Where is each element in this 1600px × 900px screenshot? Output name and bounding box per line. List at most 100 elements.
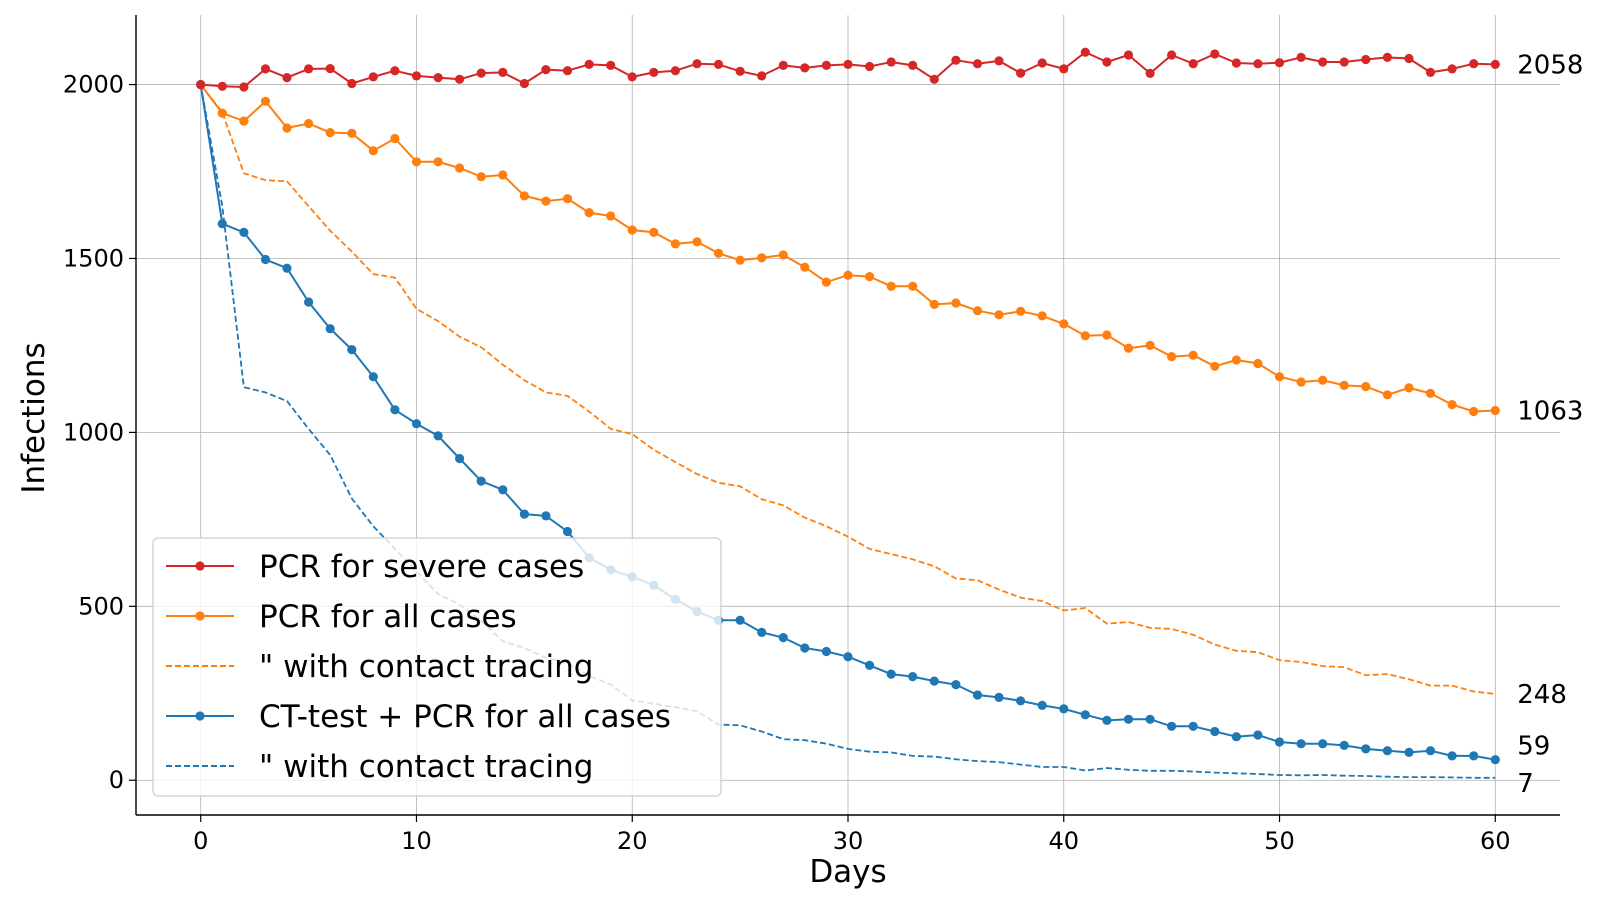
data-point: [670, 66, 681, 76]
data-point: [325, 128, 335, 138]
data-point: [217, 219, 227, 229]
data-point: [778, 250, 788, 260]
legend-item: PCR for severe cases: [166, 549, 584, 585]
data-point: [1382, 390, 1392, 400]
data-point: [1059, 319, 1069, 329]
data-point: [584, 59, 594, 69]
data-point: [886, 669, 896, 679]
data-point: [390, 133, 400, 144]
data-point: [1188, 350, 1198, 360]
data-point: [972, 690, 983, 700]
data-point: [1037, 58, 1047, 68]
data-point: [929, 676, 939, 686]
data-point: [455, 163, 465, 173]
data-point: [411, 157, 422, 167]
data-point: [498, 170, 508, 180]
data-point: [411, 71, 422, 81]
data-point: [347, 345, 357, 355]
data-point: [800, 63, 810, 73]
x-tick-label: 10: [401, 827, 432, 855]
data-point: [994, 310, 1004, 320]
data-point: [519, 509, 530, 519]
data-point: [1382, 746, 1392, 756]
data-point: [713, 59, 724, 69]
data-point: [541, 511, 551, 521]
data-point: [411, 419, 422, 429]
data-point: [1318, 57, 1328, 67]
data-point: [713, 248, 724, 258]
data-point: [929, 74, 939, 84]
data-point: [433, 157, 443, 167]
series-line: [199, 84, 1496, 695]
data-point: [584, 208, 594, 218]
data-point: [1210, 726, 1220, 737]
data-point: [1274, 737, 1285, 747]
data-point: [1231, 58, 1241, 68]
data-point: [239, 227, 249, 237]
data-point: [1296, 739, 1306, 749]
legend-label: " with contact tracing: [259, 649, 593, 685]
data-point: [692, 59, 702, 69]
data-point: [498, 67, 508, 77]
y-axis-title: Infections: [16, 342, 52, 493]
data-point: [1425, 388, 1436, 398]
data-point: [476, 68, 486, 78]
data-point: [800, 262, 810, 272]
data-point: [562, 526, 573, 537]
data-point: [1016, 306, 1026, 316]
data-point: [1318, 739, 1328, 749]
data-point: [1339, 57, 1349, 67]
data-point: [1102, 715, 1112, 726]
data-point: [951, 298, 961, 308]
data-point: [1318, 375, 1328, 385]
data-point: [1167, 352, 1177, 362]
data-point: [929, 299, 939, 309]
series-4: [199, 84, 1496, 779]
data-point: [886, 281, 896, 291]
data-point: [1382, 52, 1392, 63]
y-tick-label: 500: [78, 592, 124, 620]
data-point: [1145, 68, 1155, 78]
x-tick-label: 20: [617, 827, 648, 855]
legend-label: PCR for all cases: [259, 599, 517, 635]
data-point: [347, 78, 357, 89]
legend-item: CT-test + PCR for all cases: [166, 699, 671, 735]
legend-item: PCR for all cases: [166, 599, 517, 635]
legend-label: " with contact tracing: [259, 749, 593, 785]
data-point: [304, 64, 314, 74]
data-point: [476, 172, 486, 182]
data-point: [1253, 358, 1263, 369]
data-point: [390, 66, 400, 76]
data-point: [843, 270, 853, 280]
data-point: [606, 60, 616, 70]
data-point: [1296, 377, 1306, 387]
data-point: [217, 81, 227, 91]
data-point: [519, 78, 530, 89]
legend-box: [152, 537, 722, 797]
data-point: [562, 66, 573, 76]
data-point: [670, 239, 681, 249]
data-point: [1274, 58, 1285, 68]
data-point: [800, 643, 810, 653]
data-point: [1080, 331, 1090, 341]
y-tick-label: 1500: [63, 244, 124, 272]
data-point: [433, 73, 443, 83]
data-point: [304, 297, 314, 307]
data-point: [1123, 50, 1134, 60]
data-point: [735, 66, 745, 76]
data-point: [627, 72, 637, 82]
series-line: [199, 84, 1496, 779]
data-point: [735, 615, 745, 625]
data-point: [843, 59, 853, 69]
data-point: [1469, 406, 1479, 417]
y-axis-ticks: 0 500 1000 1500 2000: [63, 71, 136, 794]
data-point: [843, 652, 853, 662]
data-point: [994, 692, 1004, 703]
data-point: [433, 431, 443, 441]
data-point: [1016, 696, 1026, 706]
data-point: [1080, 47, 1090, 57]
data-point: [821, 646, 832, 657]
x-tick-label: 0: [193, 827, 208, 855]
series-2: [199, 84, 1496, 695]
